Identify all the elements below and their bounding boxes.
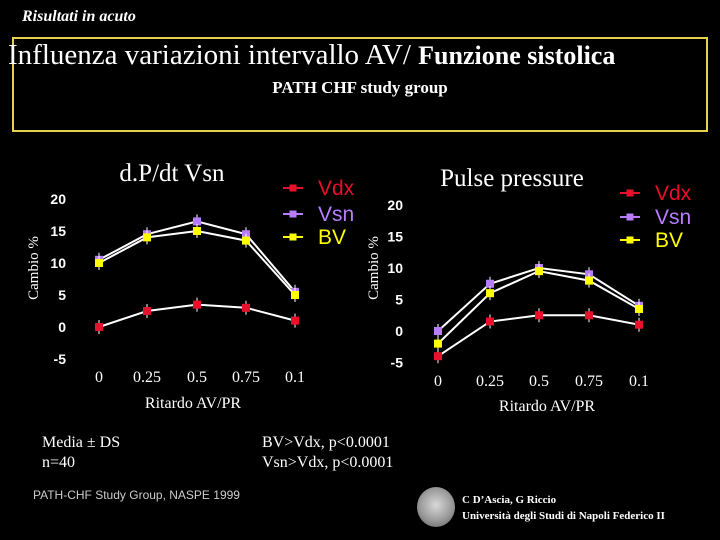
study-group-label: PATH CHF study group — [272, 78, 448, 97]
significance-bv: BV>Vdx, p<0.0001 — [262, 434, 390, 451]
chart1-xtick-3: 0.75 — [232, 369, 260, 386]
chart2-bv-point-3 — [585, 276, 593, 285]
chart1-bv-point-2 — [193, 227, 201, 235]
chart1-xlabel: Ritardo AV/PR — [145, 395, 242, 412]
chart2-bv-point-1 — [486, 289, 494, 298]
university-seal-icon — [417, 487, 455, 527]
title-main-text: Influenza variazioni intervallo AV/ — [8, 39, 411, 71]
chart1-title: d.P/dt Vsn — [119, 160, 225, 187]
chart2-bv-point-0 — [434, 339, 442, 348]
chart2-legend-vsn-label: Vsn — [655, 206, 691, 229]
significance-notes: BV>Vdx, p<0.0001 Vsn>Vdx, p<0.0001 — [262, 433, 393, 473]
chart2-xlabel: Ritardo AV/PR — [499, 398, 596, 415]
chart1-legend-bv-label: BV — [318, 226, 346, 249]
chart2-series-bv-line — [437, 270, 640, 345]
chart1-bv-point-1 — [143, 233, 151, 242]
chart2-title: Pulse pressure — [440, 165, 584, 192]
slide-kicker: Risultati in acuto — [22, 8, 136, 25]
chart1-vdx-point-0 — [95, 323, 103, 331]
stats-n: n=40 — [42, 454, 76, 471]
chart2-xtick-3: 0.75 — [575, 373, 603, 390]
chart2-ytick-3: 5 — [395, 292, 403, 308]
credits: C D’Ascia, G Riccio Università degli Stu… — [462, 492, 665, 524]
chart2-legend-vdx-label: Vdx — [655, 182, 692, 205]
stats-summary: Media ± DS n=40 — [42, 433, 120, 473]
chart1-bv-point-4 — [291, 291, 299, 299]
chart1-vdx-point-4 — [291, 316, 299, 325]
slide-title: Influenza variazioni intervallo AV/ Funz… — [8, 39, 615, 72]
chart1-vdx-point-3 — [242, 303, 250, 312]
chart1-xtick-1: 0.25 — [133, 369, 161, 386]
credit-authors: C D’Ascia, G Riccio — [462, 494, 557, 506]
chart2-xtick-0: 0 — [434, 373, 442, 390]
chart2-ytick-4: 0 — [395, 323, 403, 339]
chart1-ylabel: Cambio % — [26, 236, 42, 300]
chart1-ytick-4: 0 — [58, 319, 66, 335]
chart1-ytick-1: 15 — [50, 223, 66, 239]
chart1-legend-vsn-marker — [289, 210, 297, 218]
chart2-xtick-2: 0.5 — [529, 373, 549, 390]
chart1-legend-vsn-label: Vsn — [318, 203, 354, 226]
chart2-vdx-point-3 — [585, 311, 593, 320]
stats-mean-sd: Media ± DS — [42, 434, 121, 451]
chart2-legend-bv-label: BV — [655, 229, 683, 252]
chart1-vdx-point-1 — [143, 307, 151, 315]
title-frame — [12, 37, 708, 132]
chart1-vsn-point-2 — [193, 217, 201, 226]
chart2-bv-point-2 — [535, 267, 543, 276]
chart1-ytick-0: 20 — [50, 191, 66, 207]
chart1-bv-point-3 — [242, 236, 250, 245]
title-subtitle: Funzione sistolica — [418, 41, 616, 70]
chart2-xtick-1: 0.25 — [476, 373, 504, 390]
chart2-vdx-point-0 — [434, 352, 442, 361]
chart2-vdx-point-2 — [535, 311, 543, 320]
chart2-bv-point-4 — [635, 304, 643, 313]
chart1-xtick-0: 0 — [95, 369, 103, 386]
chart1-vdx-point-2 — [193, 300, 201, 309]
chart1-bv-point-0 — [95, 259, 103, 267]
chart1-series-bv-line — [98, 229, 296, 296]
chart1-ytick-5: -5 — [54, 351, 67, 367]
chart2-ytick-2: 10 — [387, 260, 403, 276]
chart2-legend-vdx-marker — [626, 189, 634, 197]
significance-vsn: Vsn>Vdx, p<0.0001 — [262, 454, 394, 471]
chart2-xtick-4: 0.1 — [629, 373, 649, 390]
chart1-legend-vdx-label: Vdx — [318, 177, 355, 200]
source-citation: PATH-CHF Study Group, NASPE 1999 — [33, 488, 240, 502]
chart2-legend-bv-marker — [626, 236, 634, 244]
chart2-ytick-5: -5 — [391, 355, 404, 371]
credit-institution: Università degli Studi di Napoli Federic… — [462, 510, 665, 522]
chart2-vsn-point-0 — [434, 327, 442, 335]
chart1-ytick-2: 10 — [50, 255, 66, 271]
chart1-legend-bv-marker — [289, 233, 297, 241]
chart2-legend-vsn-marker — [626, 213, 634, 221]
chart1-ytick-3: 5 — [58, 287, 66, 303]
chart2-ylabel: Cambio % — [366, 236, 382, 300]
chart2-vsn-point-1 — [486, 279, 494, 288]
chart2-vdx-point-1 — [486, 317, 494, 326]
chart2-ytick-0: 20 — [387, 197, 403, 213]
chart2-vdx-point-4 — [635, 320, 643, 329]
chart1-xtick-4: 0.1 — [285, 369, 305, 386]
chart2-ytick-1: 15 — [387, 229, 403, 245]
chart1-legend-vdx-marker — [289, 184, 297, 192]
chart1-xtick-2: 0.5 — [187, 369, 207, 386]
